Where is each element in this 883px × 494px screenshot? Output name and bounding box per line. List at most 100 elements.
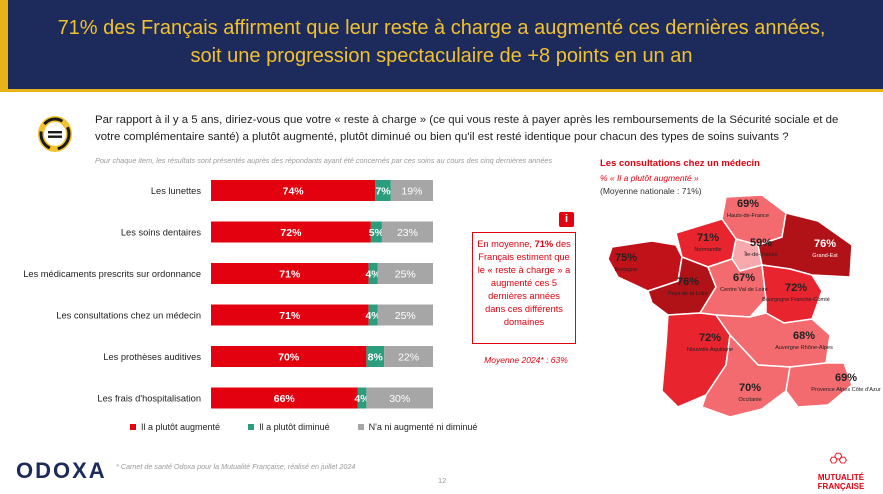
region-name-8: Nouvelle Aquitaine — [687, 347, 733, 353]
header-banner: 71% des Français affirment que leur rest… — [0, 0, 883, 92]
bar-les-medicaments-prescrits-sur-ordonnance-series-1 — [368, 263, 378, 284]
page-title: 71% des Français affirment que leur rest… — [20, 14, 863, 70]
bar-les-soins-dentaires-series-0 — [211, 221, 371, 243]
bar-les-protheses-auditives-series-2 — [384, 346, 433, 367]
legend-item-decreased: Il a plutôt diminué — [248, 422, 330, 432]
data-label-les-medicaments-prescrits-sur-ordonnance-series-0: 71% — [279, 268, 301, 280]
region-value-2: 59% — [750, 237, 772, 249]
data-label-les-lunettes-series-0: 74% — [283, 185, 305, 197]
bar-les-consultations-chez-un-medecin-series-0 — [211, 304, 369, 326]
region-paca — [785, 362, 853, 408]
region-name-1: Normandie — [694, 247, 721, 253]
odoxa-logo: ODOXA — [16, 458, 107, 483]
category-label-les-medicaments-prescrits-sur-ordonnance: Les médicaments prescrits sur ordonnance — [23, 269, 201, 279]
bar-les-protheses-auditives-series-0 — [211, 346, 367, 367]
region-name-3: Grand-Est — [812, 253, 838, 259]
region-name-2: Île-de-France — [743, 251, 777, 258]
region-value-0: 69% — [737, 198, 759, 210]
region-value-1: 71% — [697, 232, 719, 244]
map-subtitle: % « Il a plutôt augmenté » — [600, 173, 699, 183]
bar-les-protheses-auditives-series-1 — [366, 346, 385, 367]
bar-les-lunettes-series-0 — [211, 180, 376, 201]
legend-label-unchanged: N'a ni augmenté ni diminué — [368, 422, 478, 432]
data-label-les-consultations-chez-un-medecin-series-2: 25% — [395, 310, 416, 322]
data-label-les-consultations-chez-un-medecin-series-0: 71% — [279, 310, 301, 322]
region-value-5: 76% — [677, 276, 699, 288]
category-label-les-consultations-chez-un-medecin: Les consultations chez un médecin — [56, 311, 201, 321]
callout-highlight: 71% — [534, 239, 554, 249]
bar-les-consultations-chez-un-medecin-series-2 — [377, 304, 433, 326]
data-label-les-lunettes-series-2: 19% — [401, 185, 422, 197]
region-value-7: 72% — [785, 282, 807, 294]
data-label-les-protheses-auditives-series-2: 22% — [398, 351, 419, 363]
title-line-2: soit une progression spectaculaire de +8… — [190, 45, 693, 67]
partner-line-2: FRANÇAISE — [817, 482, 865, 491]
source-note: * Carnet de santé Odoxa pour la Mutualit… — [116, 462, 356, 471]
category-label-les-soins-dentaires: Les soins dentaires — [121, 228, 201, 238]
legend-item-increased: Il a plutôt augmenté — [130, 422, 220, 432]
data-label-les-protheses-auditives-series-1: 8% — [368, 351, 384, 363]
category-label-les-lunettes: Les lunettes — [151, 186, 201, 196]
bar-les-lunettes-series-1 — [375, 180, 391, 201]
bar-les-consultations-chez-un-medecin-series-1 — [368, 304, 378, 326]
data-label-les-soins-dentaires-series-2: 23% — [397, 227, 418, 239]
region-name-10: Occitanie — [738, 397, 761, 403]
region-value-10: 70% — [739, 382, 761, 394]
region-value-11: 69% — [835, 372, 857, 384]
region-value-8: 72% — [699, 332, 721, 344]
data-label-les-consultations-chez-un-medecin-series-1: 4% — [365, 310, 381, 322]
data-label-les-medicaments-prescrits-sur-ordonnance-series-2: 25% — [395, 268, 416, 280]
region-value-3: 76% — [814, 238, 836, 250]
region-centre-val-de-loire — [698, 258, 767, 318]
page-number: 12 — [438, 476, 447, 485]
category-label-les-protheses-auditives: Les prothèses auditives — [103, 352, 201, 362]
stacked-bar-chart: Les lunettes 74% 7% 19% Les soins dentaires 7… — [23, 180, 433, 409]
france-regions-map: 69% Hauts-de-France 71% Normandie 59% Île-de-… — [607, 195, 881, 418]
callout-text-after: des Français estiment que le « reste à c… — [477, 239, 571, 327]
bar-les-soins-dentaires-series-1 — [370, 221, 382, 243]
region-name-5: Pays de la Loire — [668, 291, 708, 297]
mutualite-francaise-logo — [829, 452, 847, 464]
region-value-6: 67% — [733, 272, 755, 284]
bar-les-frais-d-hospitalisation-series-1 — [357, 387, 367, 409]
region-name-6: Centre Val de Loire — [720, 287, 768, 293]
data-label-les-lunettes-series-1: 7% — [375, 185, 391, 197]
title-line-1: 71% des Français affirment que leur rest… — [57, 17, 826, 39]
average-callout: En moyenne, 71% des Français estiment qu… — [472, 232, 576, 344]
header-accent-bar — [0, 0, 8, 92]
bar-les-lunettes-series-2 — [390, 180, 433, 201]
data-label-les-protheses-auditives-series-0: 70% — [278, 351, 300, 363]
legend-item-unchanged: N'a ni augmenté ni diminué — [357, 422, 478, 432]
legend-label-increased: Il a plutôt augmenté — [141, 422, 221, 432]
mutualite-francaise-name: MUTUALITÉ FRANÇAISE — [800, 473, 882, 491]
region-grand-est — [757, 212, 853, 278]
legend-swatch-decreased — [248, 424, 255, 430]
data-label-les-frais-d-hospitalisation-series-1: 4% — [354, 393, 370, 405]
region-value-4: 75% — [615, 252, 637, 264]
map-title: Les consultations chez un médecin — [600, 158, 760, 169]
info-icon: i — [559, 212, 574, 227]
region-name-4: Bretagne — [615, 267, 638, 273]
average-2024: Moyenne 2024* : 63% — [484, 355, 568, 365]
data-label-les-medicaments-prescrits-sur-ordonnance-series-1: 4% — [365, 268, 381, 280]
data-label-les-soins-dentaires-series-0: 72% — [280, 227, 302, 239]
chart-legend: Il a plutôt augmenté Il a plutôt diminué… — [130, 422, 477, 432]
partner-line-1: MUTUALITÉ — [817, 473, 865, 482]
survey-question: Par rapport à il y a 5 ans, diriez-vous … — [95, 114, 839, 143]
odoxa-euro-icon — [38, 116, 72, 152]
region-name-0: Hauts-de-France — [727, 213, 769, 219]
bar-les-soins-dentaires-series-2 — [381, 221, 433, 243]
map-national-average: (Moyenne nationale : 71%) — [600, 186, 702, 196]
bar-les-frais-d-hospitalisation-series-2 — [366, 387, 433, 409]
region-name-7: Bourgogne Franche-Comté — [762, 297, 830, 303]
data-label-les-frais-d-hospitalisation-series-2: 30% — [389, 393, 410, 405]
data-label-les-frais-d-hospitalisation-series-0: 66% — [274, 393, 296, 405]
legend-swatch-unchanged — [357, 424, 364, 430]
legend-label-decreased: Il a plutôt diminué — [259, 422, 330, 432]
sample-note: Pour chaque item, les résultats sont pré… — [95, 156, 553, 165]
region-name-9: Auvergne Rhône-Alpes — [775, 345, 833, 351]
data-label-les-soins-dentaires-series-1: 5% — [369, 227, 385, 239]
callout-text-before: En moyenne, — [477, 239, 535, 249]
bar-les-medicaments-prescrits-sur-ordonnance-series-0 — [211, 263, 369, 284]
bar-les-frais-d-hospitalisation-series-0 — [211, 387, 358, 409]
